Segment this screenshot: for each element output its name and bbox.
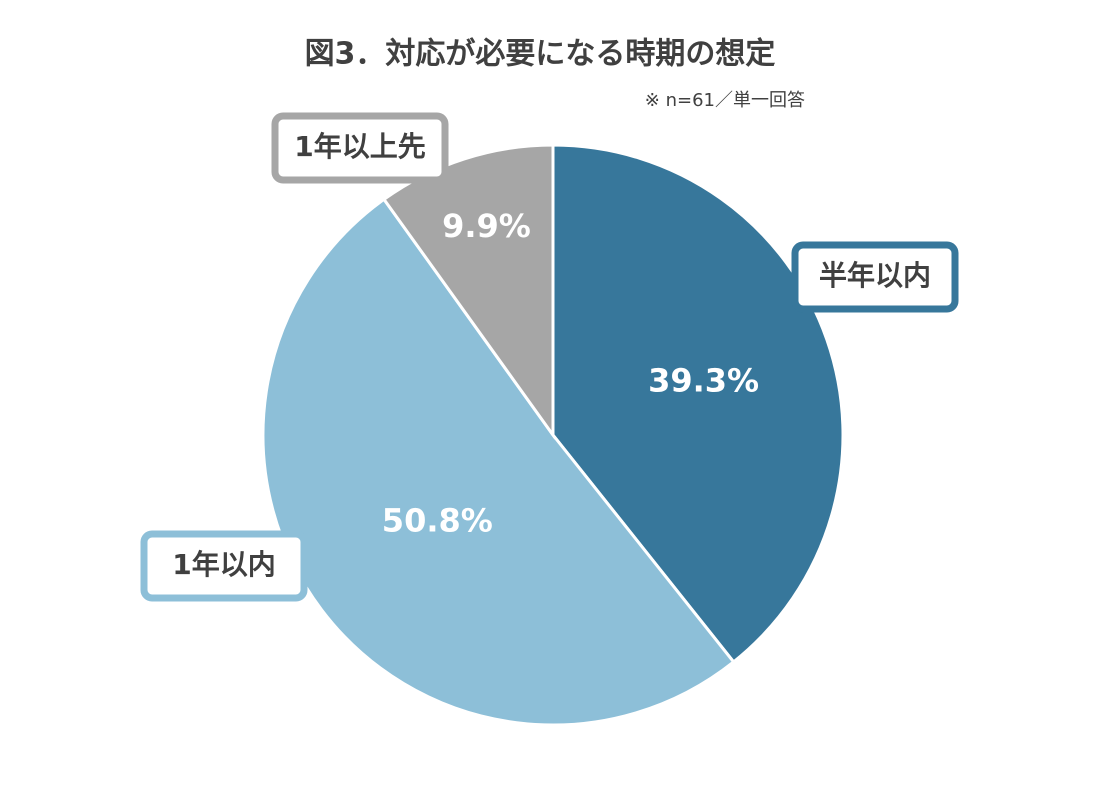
pie-slice [381, 143, 555, 440]
category-label: 半年以内 [819, 259, 931, 292]
category-label: 1年以上先 [294, 130, 425, 163]
value-label: 9.9% [442, 207, 531, 245]
category-box [271, 112, 449, 184]
value-label: 50.8% [382, 501, 493, 539]
category-label: 1年以内 [172, 548, 275, 581]
chart-subtitle: ※ n=61／単一回答 [645, 90, 805, 111]
pie-slice [551, 143, 845, 665]
category-box [791, 241, 959, 313]
pie-slice [261, 197, 736, 727]
category-box [140, 530, 308, 602]
chart-title: 図3．対応が必要になる時期の想定 [305, 37, 776, 72]
value-label: 39.3% [648, 361, 759, 399]
